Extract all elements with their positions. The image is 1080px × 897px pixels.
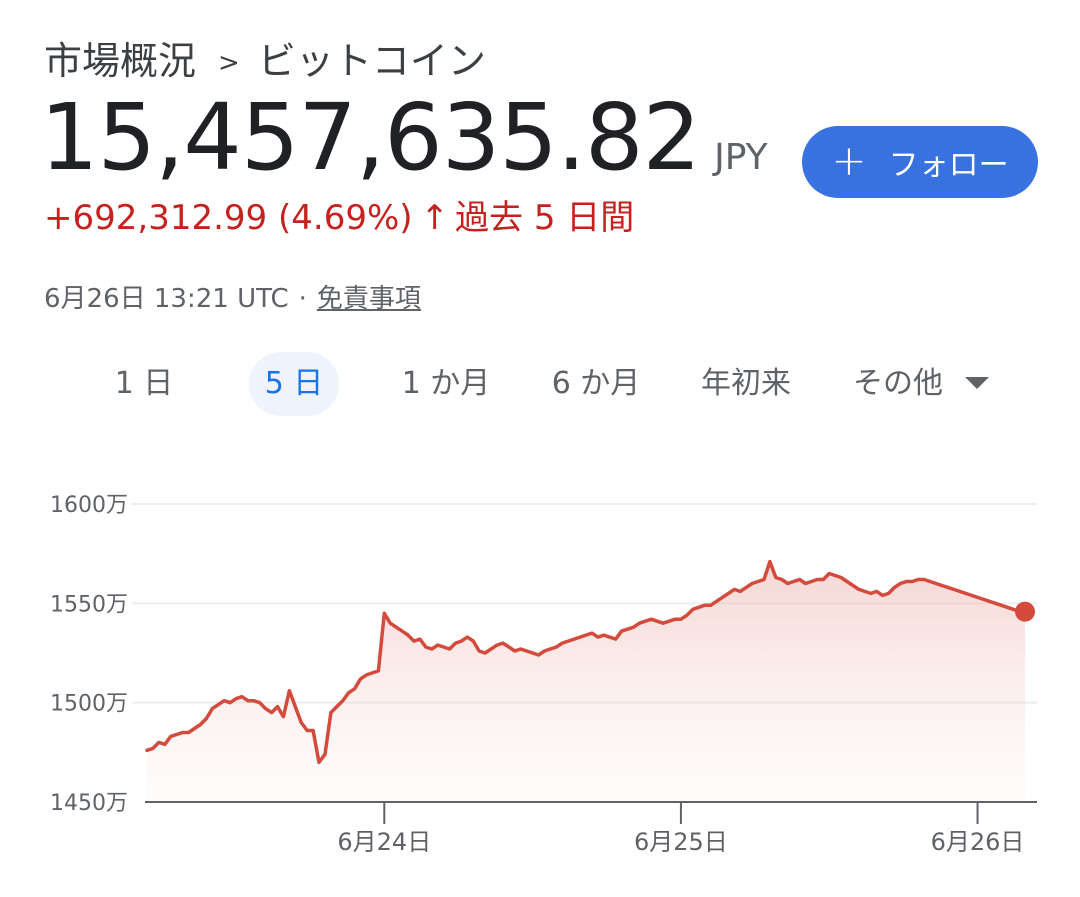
breadcrumb: 市場概況 > ビットコイン [44, 30, 486, 85]
meta-separator: · [298, 284, 307, 314]
currency-code: JPY [714, 137, 768, 178]
latest-price-marker [1015, 601, 1035, 622]
tab-label: 5 日 [264, 366, 324, 401]
y-tick-label: 1600万 [50, 493, 128, 518]
tab-6-month[interactable]: 6 か月 [534, 352, 658, 416]
y-tick-label: 1550万 [50, 592, 128, 617]
tab-label: 1 か月 [401, 366, 491, 401]
arrow-up-icon: ↑ [420, 198, 450, 238]
price-change-row: +692,312.99 (4.69%) ↑ 過去 5 日間 [44, 190, 634, 239]
plus-icon: + [831, 135, 867, 185]
x-tick-label: 6月24日 [337, 828, 431, 856]
meta-row: 6月26日 13:21 UTC · 免責事項 [44, 278, 421, 315]
disclaimer-link[interactable]: 免責事項 [316, 284, 421, 314]
tab-label: 1 日 [114, 366, 174, 401]
price-area-fill [147, 561, 1025, 802]
y-tick-label: 1450万 [50, 791, 128, 816]
timestamp: 6月26日 13:21 UTC [44, 284, 289, 314]
x-axis-labels: 6月24日 6月25日 6月26日 [337, 802, 1024, 856]
y-axis-labels: 1600万 1550万 1500万 1450万 [50, 493, 128, 816]
price-row: 15,457,635.82 JPY [40, 84, 768, 191]
breadcrumb-market-overview[interactable]: 市場概況 [44, 39, 197, 83]
tab-5-day[interactable]: 5 日 [249, 352, 339, 416]
tab-label: 6 か月 [551, 366, 641, 401]
tab-more[interactable]: その他 [836, 352, 1006, 416]
tab-label: 年初来 [701, 366, 791, 401]
x-tick-label: 6月25日 [634, 828, 728, 856]
y-tick-label: 1500万 [50, 692, 128, 717]
x-tick-label: 6月26日 [931, 828, 1025, 856]
follow-button[interactable]: + フォロー [802, 126, 1038, 198]
chevron-down-icon [965, 377, 989, 389]
breadcrumb-separator: > [218, 48, 240, 78]
tab-1-month[interactable]: 1 か月 [384, 352, 508, 416]
range-tabs: 1 日 5 日 1 か月 6 か月 年初来 その他 [0, 352, 1080, 416]
tab-ytd[interactable]: 年初来 [686, 352, 806, 416]
current-price: 15,457,635.82 [40, 84, 701, 191]
breadcrumb-current: ビットコイン [257, 39, 486, 83]
price-change-value: +692,312.99 [44, 198, 268, 238]
follow-button-label: フォロー [888, 148, 1009, 183]
price-change-percent: (4.69%) [277, 198, 413, 238]
tab-1-day[interactable]: 1 日 [96, 352, 192, 416]
change-period: 過去 5 日間 [455, 198, 635, 238]
tab-label: その他 [853, 366, 943, 401]
price-line [145, 559, 1027, 765]
